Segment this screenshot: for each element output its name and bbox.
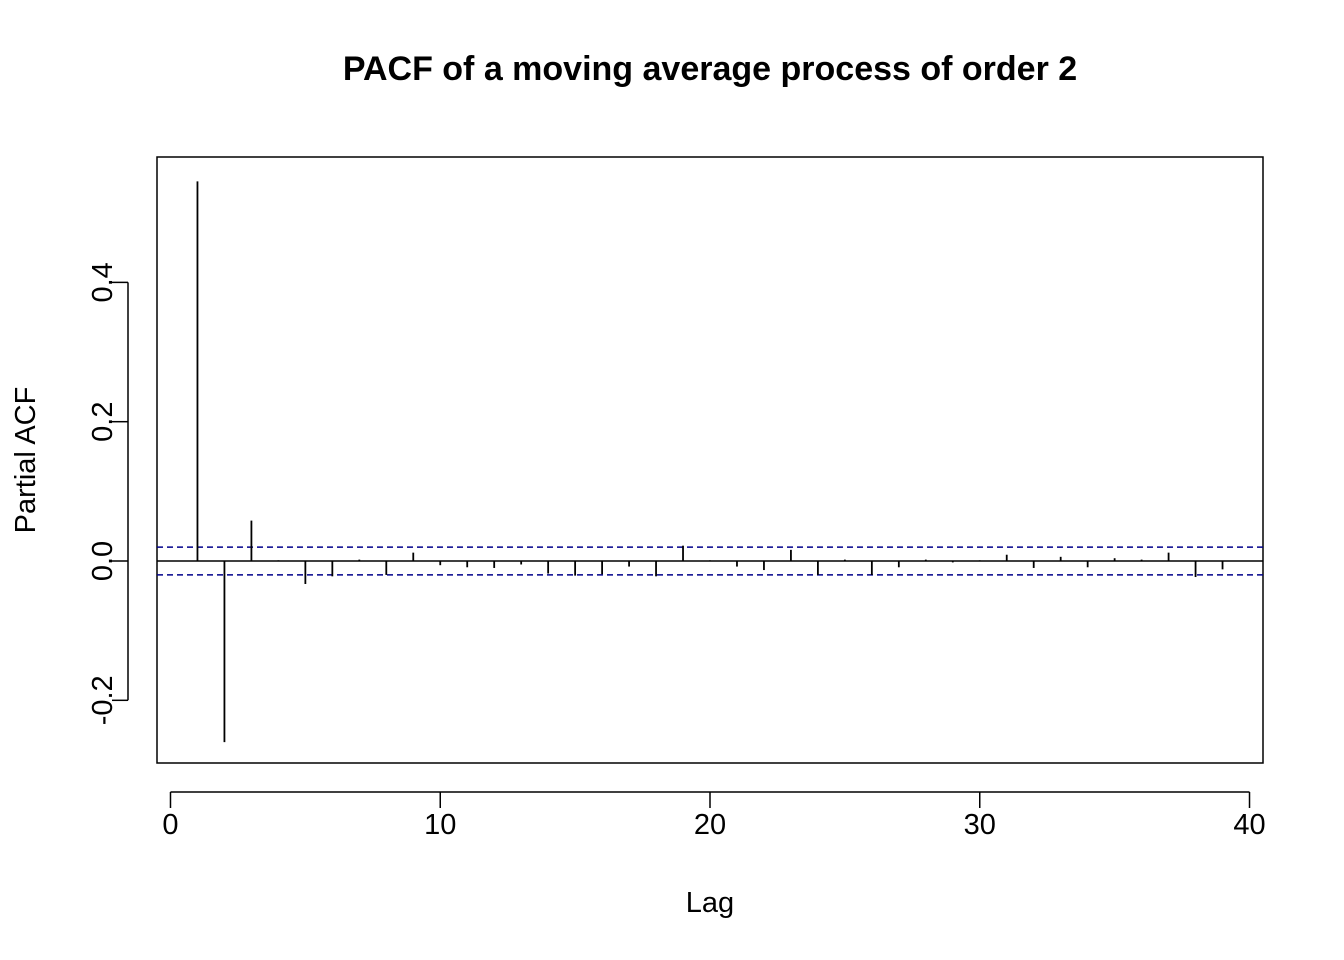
y-tick-label: -0.2 <box>87 675 119 725</box>
plot-frame <box>156 156 1264 764</box>
x-tick-label: 10 <box>424 809 456 841</box>
y-axis: -0.2 0.0 0.2 0.4 <box>87 262 129 725</box>
y-tick-label: 0.2 <box>87 402 119 442</box>
x-axis: 0 10 20 30 40 <box>162 791 1266 841</box>
pacf-bars <box>196 181 1224 743</box>
x-tick-label: 20 <box>694 809 726 841</box>
chart-title: PACF of a moving average process of orde… <box>343 50 1077 88</box>
x-tick-label: 0 <box>162 809 178 841</box>
y-tick-label: 0.0 <box>87 541 119 581</box>
x-tick-label: 30 <box>964 809 996 841</box>
x-axis-label: Lag <box>686 887 734 919</box>
x-tick-label: 40 <box>1233 809 1265 841</box>
y-tick-label: 0.4 <box>87 262 119 302</box>
y-axis-label: Partial ACF <box>10 387 42 534</box>
confidence-bounds <box>157 546 1263 576</box>
